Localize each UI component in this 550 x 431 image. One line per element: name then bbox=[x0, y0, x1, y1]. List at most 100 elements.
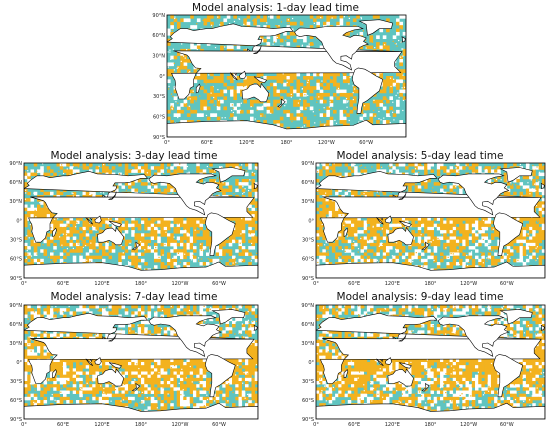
lon-tick-label: 0° bbox=[164, 140, 170, 146]
lon-tick-label: 60°E bbox=[201, 140, 213, 146]
continent bbox=[131, 382, 141, 392]
map-frame bbox=[315, 304, 546, 420]
continent bbox=[421, 382, 430, 392]
lat-tick-label: 60°N bbox=[301, 322, 314, 328]
continent bbox=[24, 261, 258, 278]
lat-tick-label: 60°N bbox=[9, 180, 22, 186]
lat-tick-label: 0° bbox=[308, 218, 314, 224]
map-panel-1day: Model analysis: 1-day lead time 90°N 60°N… bbox=[138, 0, 413, 150]
continent bbox=[499, 167, 533, 183]
continent bbox=[421, 241, 430, 251]
panel-title: Model analysis: 5-day lead time bbox=[336, 150, 504, 162]
continent bbox=[294, 26, 369, 71]
continent bbox=[253, 45, 262, 54]
lon-tick-label: 0° bbox=[21, 422, 27, 428]
map-frame bbox=[315, 162, 546, 279]
continent bbox=[108, 191, 117, 200]
lon-tick-label: 0° bbox=[21, 281, 27, 287]
map-frame bbox=[23, 162, 259, 279]
continent bbox=[540, 324, 545, 331]
lon-tick-label: 180° bbox=[135, 281, 148, 287]
land-masses bbox=[167, 19, 406, 137]
map-panel-5day: Model analysis: 5-day lead time 90°N 60°N… bbox=[290, 148, 550, 288]
continent bbox=[358, 19, 394, 36]
continent bbox=[24, 402, 258, 419]
lon-tick-label: 180° bbox=[280, 140, 293, 146]
lon-tick-label: 60°E bbox=[57, 422, 69, 428]
lon-tick-label: 60°E bbox=[57, 281, 69, 287]
lon-tick-label: 120°W bbox=[460, 281, 477, 287]
lon-tick-label: 120°E bbox=[239, 140, 254, 146]
continent bbox=[204, 212, 236, 256]
lat-tick-label: 30°S bbox=[10, 237, 22, 243]
lon-tick-label: 180° bbox=[135, 422, 148, 428]
continent bbox=[253, 76, 268, 84]
lat-tick-label: 30°N bbox=[301, 341, 314, 347]
panel-title: Model analysis: 9-day lead time bbox=[336, 291, 504, 303]
continent bbox=[351, 67, 384, 114]
lat-tick-label: 0° bbox=[159, 74, 165, 80]
continent bbox=[239, 70, 247, 80]
panel-title: Model analysis: 3-day lead time bbox=[50, 150, 218, 162]
lon-tick-label: 60°W bbox=[212, 422, 226, 428]
continent bbox=[493, 212, 524, 256]
lon-tick-label: 120°W bbox=[172, 422, 189, 428]
continent bbox=[540, 182, 545, 190]
continent bbox=[167, 119, 406, 137]
lat-tick-label: 30°N bbox=[9, 199, 22, 205]
lat-tick-label: 60°S bbox=[10, 398, 22, 404]
lat-tick-label: 90°S bbox=[302, 276, 314, 282]
continent bbox=[148, 315, 222, 357]
continent bbox=[401, 36, 406, 43]
continent bbox=[108, 333, 117, 342]
continent bbox=[131, 241, 141, 251]
continent bbox=[229, 72, 238, 81]
lon-tick-label: 0° bbox=[313, 281, 319, 287]
land-masses bbox=[316, 309, 545, 419]
map-frame bbox=[166, 14, 407, 138]
world-map: 90°N60°N30°N0°30°S60°S90°S0° 60°E 120°E 180… bbox=[9, 161, 259, 287]
lat-tick-label: 60°N bbox=[301, 180, 314, 186]
lon-tick-label: 60°E bbox=[348, 281, 360, 287]
continent bbox=[384, 357, 393, 365]
continent bbox=[387, 226, 414, 246]
continent bbox=[399, 220, 412, 228]
lon-tick-label: 60°E bbox=[348, 422, 360, 428]
lat-tick-label: 60°N bbox=[152, 33, 165, 39]
land-masses bbox=[24, 309, 258, 419]
lat-tick-label: 0° bbox=[308, 360, 314, 366]
continent bbox=[376, 358, 384, 367]
continent bbox=[493, 354, 524, 398]
continent bbox=[343, 227, 349, 237]
lat-tick-label: 90°N bbox=[9, 161, 22, 167]
continent bbox=[253, 182, 258, 190]
lat-tick-label: 30°N bbox=[301, 199, 314, 205]
lat-tick-label: 90°S bbox=[10, 417, 22, 423]
continent bbox=[97, 368, 124, 387]
continent bbox=[384, 215, 393, 224]
continent bbox=[376, 217, 384, 225]
world-map: 90°N60°N30°N0°30°S60°S90°S0° 60°E 120°E 180… bbox=[301, 161, 546, 287]
continent bbox=[94, 357, 102, 365]
lat-tick-label: 90°N bbox=[152, 13, 165, 19]
continent bbox=[316, 261, 545, 278]
continent bbox=[398, 191, 407, 200]
lat-tick-label: 60°N bbox=[9, 322, 22, 328]
continent bbox=[387, 368, 414, 387]
land-masses bbox=[316, 167, 545, 278]
lat-tick-label: 0° bbox=[16, 360, 22, 366]
continent bbox=[211, 309, 246, 325]
continent bbox=[94, 215, 102, 224]
map-panel-7day: Model analysis: 7-day lead time 90°N 60°N… bbox=[0, 289, 268, 431]
lat-tick-label: 30°N bbox=[152, 53, 165, 59]
lon-tick-label: 120°W bbox=[318, 140, 335, 146]
continent bbox=[108, 362, 123, 369]
lon-tick-label: 120°W bbox=[172, 281, 189, 287]
lat-tick-label: 30°S bbox=[302, 237, 314, 243]
continent bbox=[52, 369, 57, 379]
lat-tick-label: 30°S bbox=[302, 379, 314, 385]
continent bbox=[204, 354, 236, 398]
lon-tick-label: 60°W bbox=[500, 422, 514, 428]
lon-tick-label: 120°E bbox=[94, 281, 109, 287]
lat-tick-label: 90°S bbox=[153, 135, 165, 141]
